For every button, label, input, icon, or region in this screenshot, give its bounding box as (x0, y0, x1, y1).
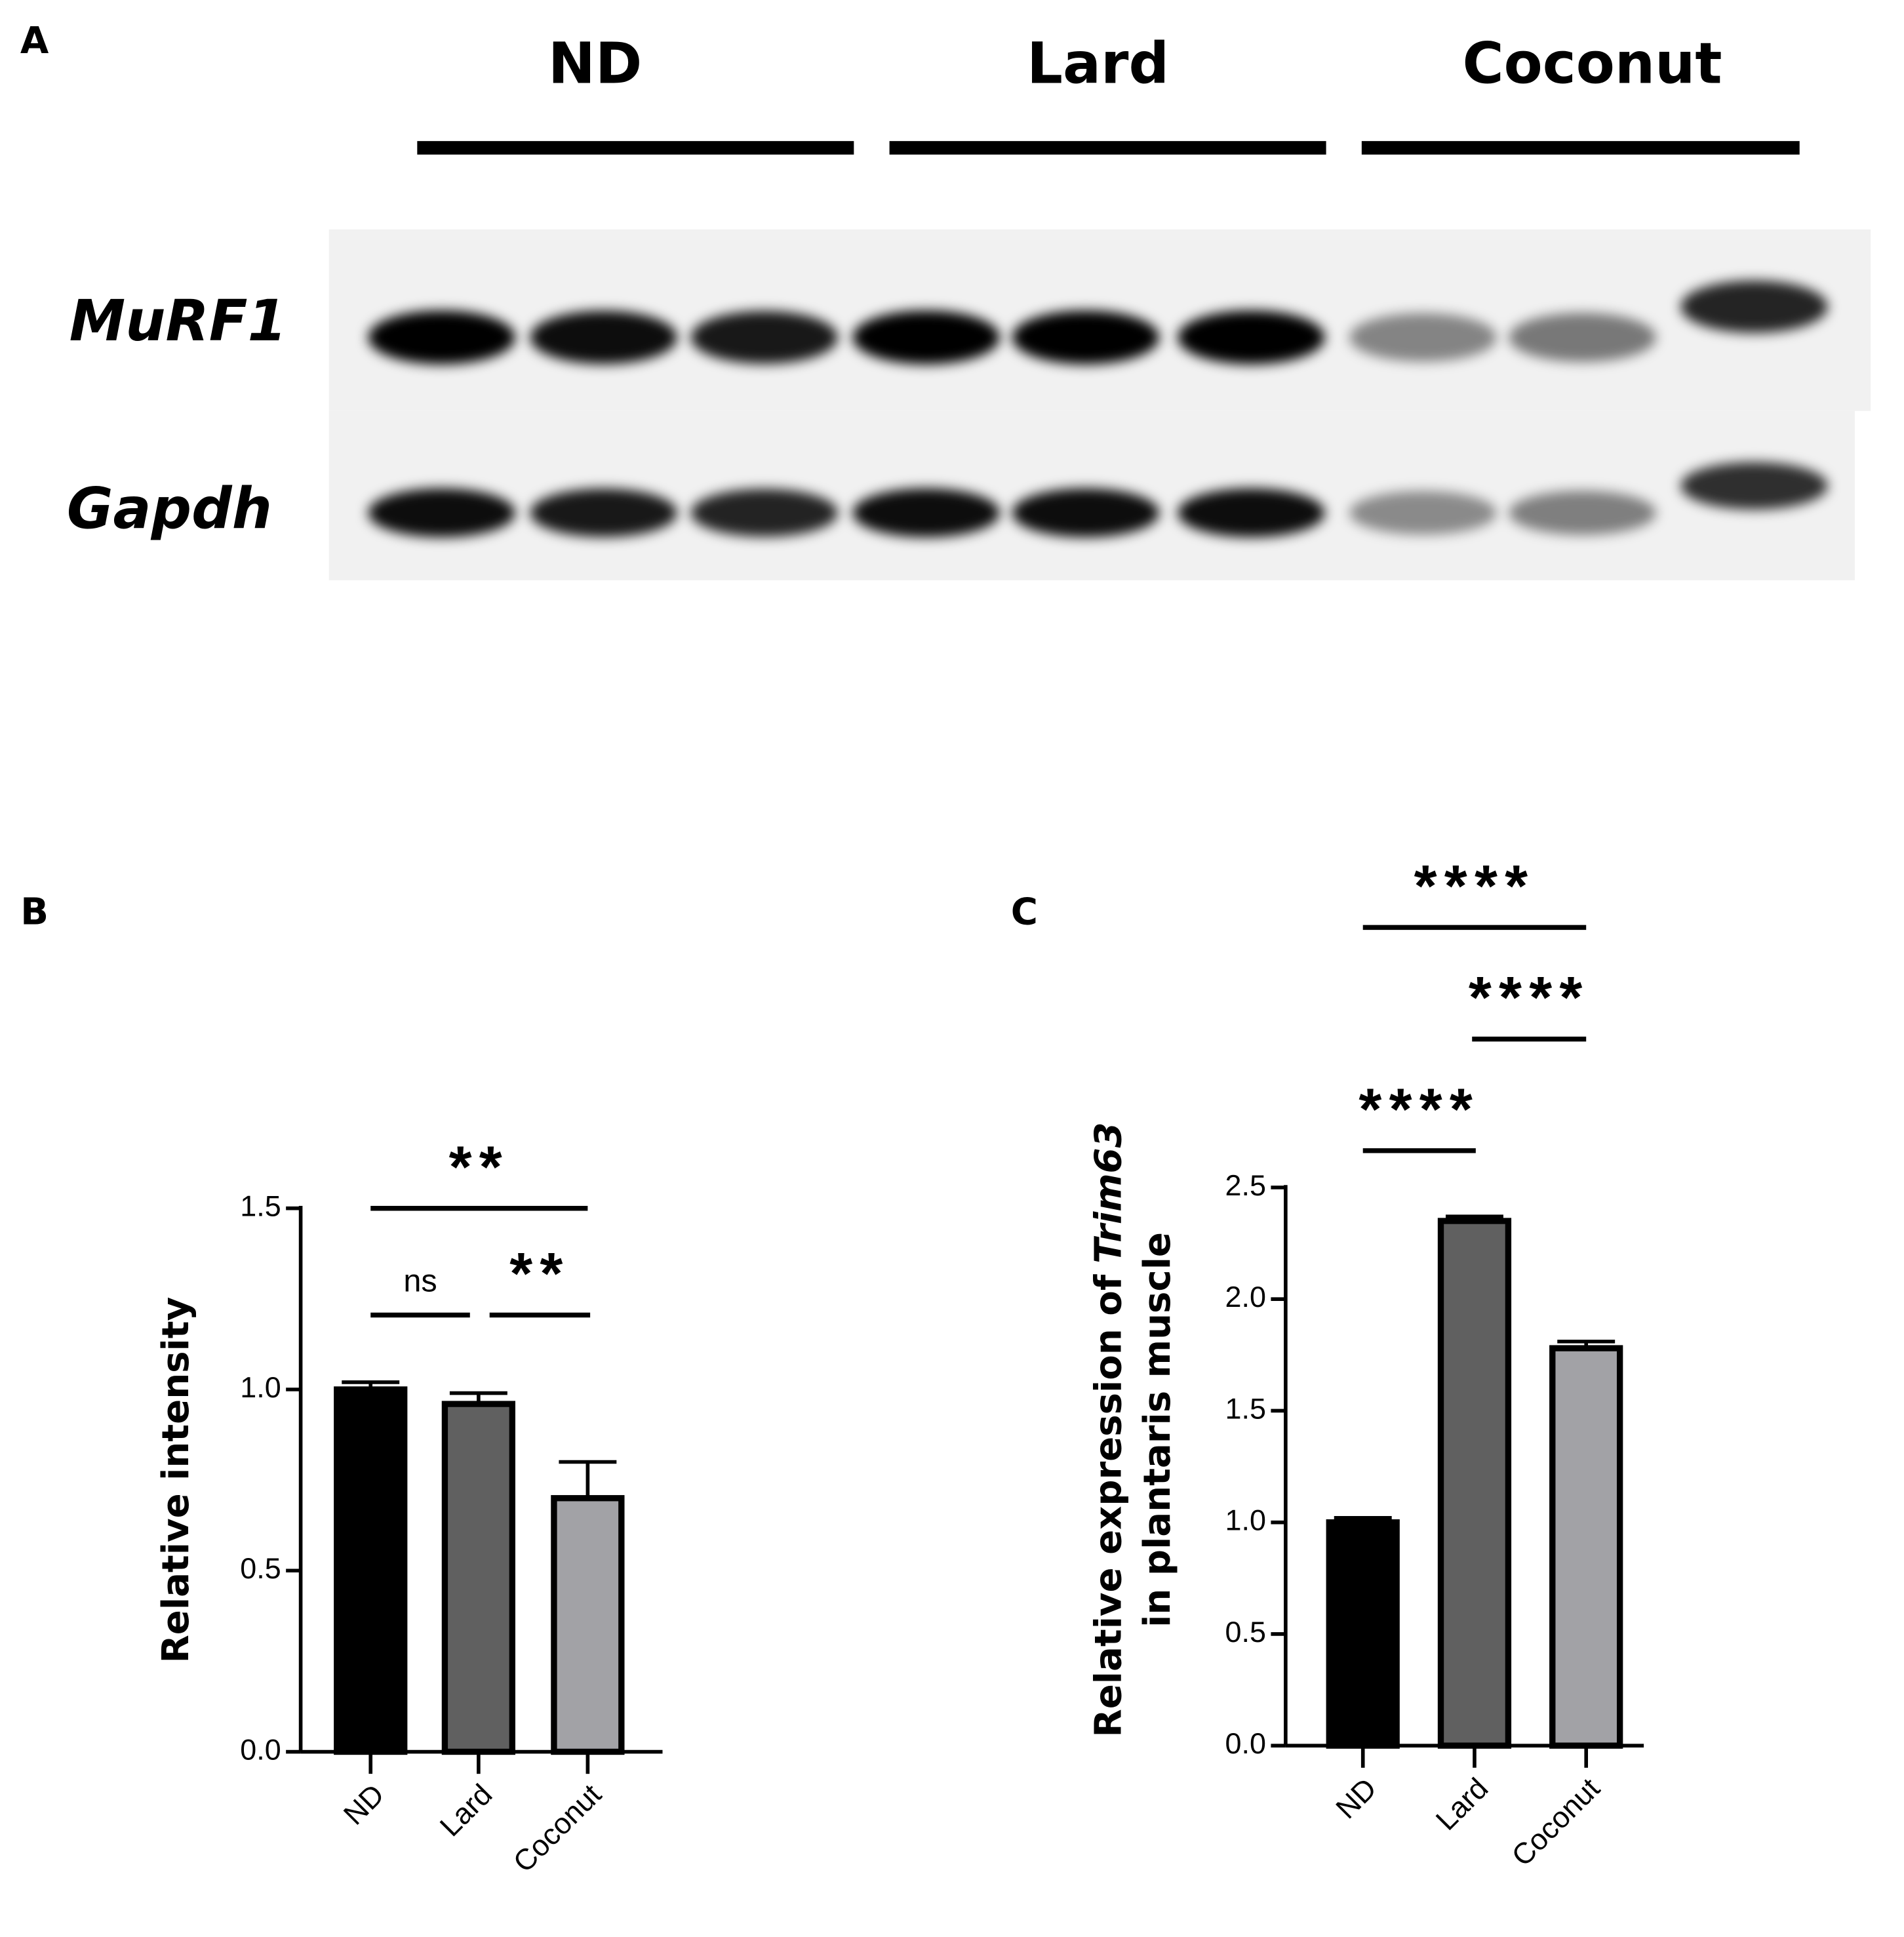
y-tick-label: 0.0 (240, 1732, 281, 1766)
group-label: ND (548, 31, 642, 96)
y-tick-label: 0.5 (1225, 1615, 1266, 1648)
y-tick-label: 0.5 (240, 1551, 281, 1585)
group-label: Lard (1027, 31, 1169, 96)
significance-label: **** (1414, 854, 1536, 919)
band (852, 310, 1000, 365)
significance-label: **** (1359, 1077, 1480, 1142)
band (368, 488, 515, 538)
y-tick-label: 0.0 (1225, 1727, 1266, 1760)
band (530, 310, 677, 365)
y-tick-label: 1.5 (1225, 1391, 1266, 1425)
band (1349, 313, 1497, 362)
band (530, 488, 677, 538)
y-tick-label: 2.0 (1225, 1280, 1266, 1313)
y-tick-label: 2.5 (1225, 1168, 1266, 1202)
significance-label: **** (1469, 965, 1590, 1031)
y-axis-label: Relative expression of Trim63 (1087, 1122, 1130, 1737)
bar (441, 1401, 515, 1755)
band (1680, 280, 1828, 333)
group-bar (889, 141, 1326, 155)
y-axis-label: Relative intensity (155, 1297, 197, 1664)
band (1012, 488, 1160, 538)
y-tick-label: 1.5 (240, 1189, 281, 1223)
group-bar (417, 141, 854, 155)
bar (334, 1386, 408, 1755)
band (1178, 310, 1325, 365)
y-axis-label-part: Relative expression of (1087, 1274, 1130, 1737)
bar (1549, 1345, 1623, 1749)
y-tick-label: 1.0 (240, 1370, 281, 1404)
group-label: Coconut (1463, 31, 1722, 96)
band (1509, 490, 1656, 535)
bar (551, 1495, 625, 1755)
band (1680, 462, 1828, 510)
y-tick-label: 1.0 (1225, 1504, 1266, 1537)
group-bar (1361, 141, 1800, 155)
x-tick-label: Lard (1429, 1771, 1495, 1837)
band (1178, 488, 1325, 538)
y-axis-label: in plantaris muscle (1136, 1232, 1179, 1627)
panel-label: A (20, 20, 49, 62)
significance-label: ** (509, 1241, 570, 1307)
x-tick-label: ND (1329, 1771, 1383, 1825)
significance-label: ns (403, 1264, 437, 1299)
band (1509, 313, 1656, 362)
band (852, 488, 1000, 538)
band (1012, 310, 1160, 365)
y-axis-label-part: Trim63 (1087, 1122, 1130, 1264)
x-tick-label: ND (337, 1778, 391, 1831)
band (1349, 490, 1497, 535)
band (690, 489, 839, 537)
row-label: MuRF1 (69, 289, 287, 354)
panel-label: B (20, 890, 49, 933)
x-tick-label: Coconut (507, 1777, 608, 1879)
significance-label: ** (449, 1134, 509, 1200)
x-tick-label: Coconut (1505, 1771, 1606, 1873)
blot-bands (368, 280, 1828, 538)
panel-label: C (1011, 890, 1038, 933)
x-tick-label: Lard (433, 1778, 499, 1843)
bar (1326, 1519, 1400, 1749)
row-label: Gapdh (67, 476, 272, 542)
band (690, 311, 839, 364)
band (368, 310, 515, 365)
bar (1437, 1218, 1512, 1749)
